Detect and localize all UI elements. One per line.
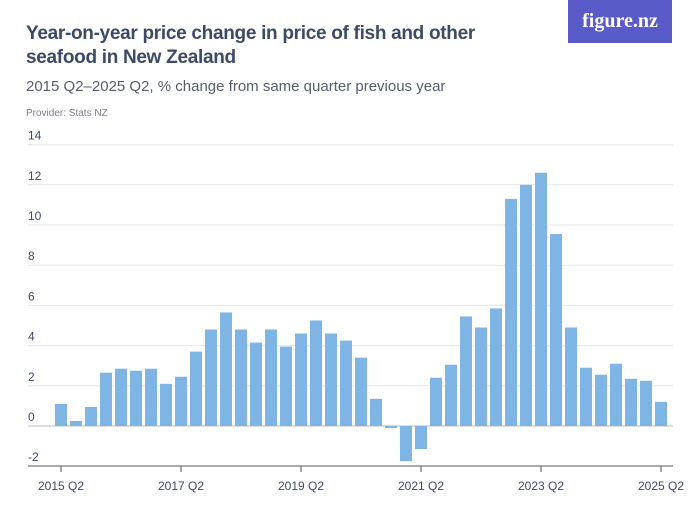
chart-title: Year-on-year price change in price of fi… <box>26 23 475 68</box>
bar[interactable] <box>595 374 607 426</box>
bar[interactable] <box>370 398 382 426</box>
bar[interactable] <box>415 426 427 450</box>
figure-nz-logo[interactable]: figure.nz <box>568 0 672 43</box>
y-tick-label: 8 <box>28 249 35 263</box>
bar[interactable] <box>115 368 127 426</box>
bar[interactable] <box>625 378 637 426</box>
bar[interactable] <box>445 364 457 426</box>
bar[interactable] <box>325 333 337 426</box>
bar[interactable] <box>130 370 142 426</box>
bar[interactable] <box>655 401 667 426</box>
bar[interactable] <box>70 420 82 426</box>
bar[interactable] <box>550 234 562 426</box>
bar[interactable] <box>55 403 67 426</box>
y-tick-label: 4 <box>28 330 35 344</box>
bar[interactable] <box>400 426 412 462</box>
bar[interactable] <box>565 327 577 426</box>
bar[interactable] <box>160 383 172 426</box>
x-tick-label: 2017 Q2 <box>158 479 204 493</box>
bar[interactable] <box>490 308 502 426</box>
bar[interactable] <box>430 377 442 426</box>
bar[interactable] <box>475 327 487 426</box>
x-tick-label: 2015 Q2 <box>38 479 84 493</box>
bar[interactable] <box>175 376 187 426</box>
bar[interactable] <box>355 357 367 426</box>
bar[interactable] <box>535 172 547 426</box>
bar[interactable] <box>205 329 217 426</box>
bar[interactable] <box>340 340 352 426</box>
y-tick-label: 2 <box>28 370 35 384</box>
x-tick-label: 2019 Q2 <box>278 479 324 493</box>
bar[interactable] <box>280 346 292 426</box>
bar[interactable] <box>295 333 307 426</box>
x-tick-label: 2021 Q2 <box>398 479 444 493</box>
bar[interactable] <box>250 342 262 426</box>
bar[interactable] <box>520 184 532 426</box>
y-tick-label: 12 <box>28 169 42 183</box>
bar[interactable] <box>505 198 517 426</box>
bar[interactable] <box>85 406 97 426</box>
bar[interactable] <box>265 329 277 426</box>
bar[interactable] <box>220 312 232 426</box>
y-tick-label: 14 <box>28 129 42 143</box>
bar[interactable] <box>145 368 157 426</box>
x-tick-label: 2025 Q2 <box>638 479 684 493</box>
bar[interactable] <box>580 367 592 426</box>
bar[interactable] <box>310 320 322 426</box>
bar[interactable] <box>235 329 247 426</box>
chart-subtitle: 2015 Q2–2025 Q2, % change from same quar… <box>26 78 446 95</box>
bar[interactable] <box>610 363 622 426</box>
bar[interactable] <box>190 351 202 426</box>
y-tick-label: -2 <box>28 450 39 464</box>
bar[interactable] <box>640 380 652 426</box>
bar[interactable] <box>460 316 472 426</box>
y-tick-label: 10 <box>28 209 42 223</box>
y-tick-label: 6 <box>28 289 35 303</box>
bar[interactable] <box>100 372 112 426</box>
x-tick-label: 2023 Q2 <box>518 479 564 493</box>
bar[interactable] <box>385 426 397 429</box>
provider-label: Provider: Stats NZ <box>26 108 108 119</box>
y-tick-label: 0 <box>28 410 35 424</box>
